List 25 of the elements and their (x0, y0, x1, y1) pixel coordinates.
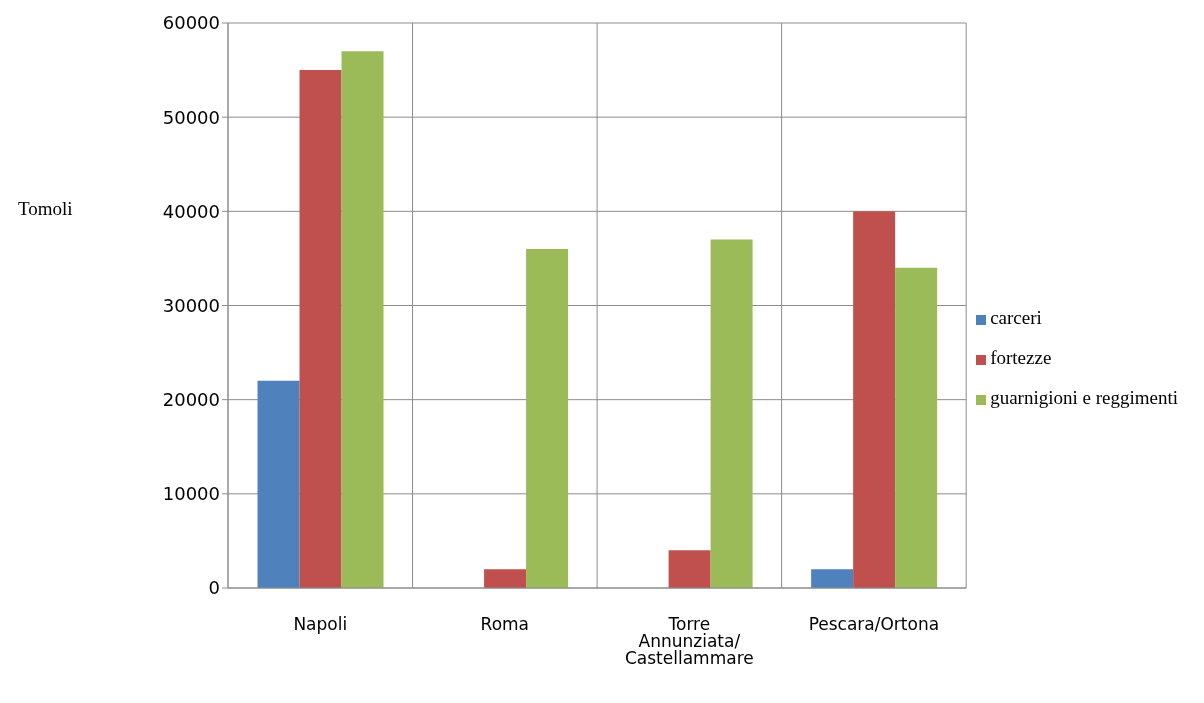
bar (811, 569, 854, 588)
legend-label: guarnigioni e reggimenti (990, 387, 1178, 408)
y-tick-label: 40000 (162, 200, 220, 222)
y-tick-label: 50000 (162, 106, 220, 128)
legend-label: carceri (990, 307, 1042, 328)
bar (853, 211, 896, 588)
bar (526, 249, 569, 588)
x-tick-label: Pescara/Ortona (808, 614, 940, 635)
y-tick-label: 30000 (162, 294, 220, 316)
y-tick-label: 0 (208, 577, 220, 599)
x-tick-label: Roma (480, 614, 530, 635)
x-tick-label: Torre Annunziata/ Castellammare (624, 614, 754, 669)
legend-label: fortezze (990, 347, 1052, 368)
y-tick-label: 10000 (162, 483, 220, 505)
bar (484, 569, 527, 588)
x-tick-label: Napoli (293, 614, 348, 635)
bar (341, 51, 384, 588)
bar (895, 267, 938, 588)
y-tick-label: 20000 (162, 389, 220, 411)
bar (710, 239, 753, 588)
y-axis-title: Tomoli (18, 198, 73, 220)
bar (668, 550, 711, 588)
bar (299, 70, 342, 588)
y-tick-label: 60000 (162, 12, 220, 34)
bar (257, 380, 300, 588)
